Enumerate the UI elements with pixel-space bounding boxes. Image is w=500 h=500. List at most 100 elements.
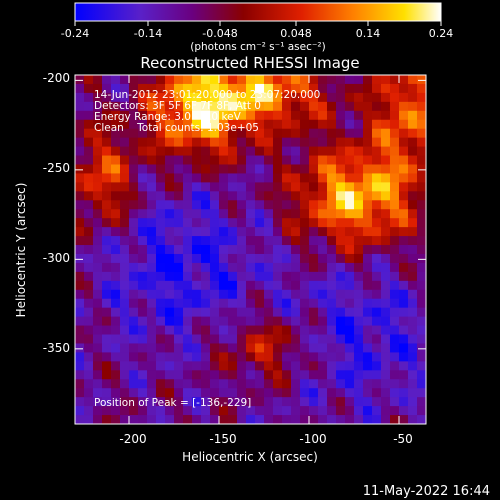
heatmap-cell bbox=[273, 101, 283, 112]
heatmap-cell bbox=[354, 119, 364, 130]
heatmap-cell bbox=[129, 227, 139, 237]
heatmap-cell bbox=[372, 191, 382, 201]
heatmap-cell bbox=[318, 173, 328, 183]
heatmap-cell bbox=[390, 137, 400, 148]
heatmap-cell bbox=[300, 352, 310, 362]
heatmap-cell bbox=[318, 280, 328, 291]
heatmap-cell bbox=[102, 218, 112, 228]
heatmap-cell bbox=[255, 298, 265, 309]
heatmap-cell bbox=[228, 262, 238, 273]
heatmap-cell bbox=[84, 137, 94, 148]
heatmap-cell bbox=[318, 137, 328, 148]
heatmap-cell bbox=[201, 173, 211, 183]
heatmap-cell bbox=[219, 119, 229, 130]
heatmap-cell bbox=[417, 173, 426, 183]
heatmap-cell bbox=[327, 298, 337, 309]
heatmap-cell bbox=[192, 316, 202, 327]
heatmap-cell bbox=[363, 191, 373, 201]
heatmap-cell bbox=[183, 343, 193, 354]
heatmap-cell bbox=[228, 325, 238, 336]
heatmap-cell bbox=[381, 128, 391, 139]
heatmap-cell bbox=[417, 370, 426, 380]
heatmap-cell bbox=[93, 253, 103, 264]
heatmap-cell bbox=[300, 110, 310, 121]
heatmap-cell bbox=[282, 191, 292, 201]
heatmap-cell bbox=[102, 262, 112, 273]
heatmap-cell bbox=[381, 388, 391, 398]
heatmap-cell bbox=[336, 182, 346, 192]
heatmap-cell bbox=[327, 182, 337, 192]
heatmap-cell bbox=[273, 209, 283, 219]
heatmap-cell bbox=[273, 271, 283, 282]
heatmap-cell bbox=[336, 101, 346, 112]
heatmap-cell bbox=[300, 209, 310, 219]
heatmap-cell bbox=[201, 209, 211, 219]
heatmap-cell bbox=[102, 415, 112, 424]
heatmap-cell bbox=[183, 271, 193, 282]
heatmap-cell bbox=[183, 245, 193, 255]
heatmap-cell bbox=[93, 262, 103, 273]
heatmap-cell bbox=[210, 101, 220, 112]
heatmap-cell bbox=[156, 146, 166, 157]
heatmap-cell bbox=[255, 155, 265, 166]
heatmap-cell bbox=[165, 236, 175, 246]
heatmap-cell bbox=[111, 352, 121, 362]
heatmap-cell bbox=[399, 119, 409, 130]
heatmap-cell bbox=[300, 164, 310, 175]
heatmap-cell bbox=[111, 146, 121, 157]
heatmap-cell bbox=[336, 334, 346, 345]
heatmap-cell bbox=[228, 83, 238, 94]
heatmap-cell bbox=[381, 280, 391, 291]
heatmap-cell bbox=[309, 164, 319, 175]
heatmap-cell bbox=[237, 83, 247, 94]
heatmap-cell bbox=[246, 379, 256, 389]
heatmap-cell bbox=[246, 298, 256, 309]
heatmap-cell bbox=[381, 173, 391, 183]
heatmap-cell bbox=[102, 101, 112, 112]
heatmap-cell bbox=[318, 200, 328, 210]
heatmap-cell bbox=[138, 110, 148, 121]
heatmap-cell bbox=[84, 128, 94, 139]
heatmap-cell bbox=[129, 101, 139, 112]
heatmap-cell bbox=[336, 146, 346, 157]
heatmap-cell bbox=[327, 191, 337, 201]
heatmap-cell bbox=[264, 173, 274, 183]
heatmap-cell bbox=[192, 128, 202, 139]
heatmap-cell bbox=[228, 352, 238, 362]
heatmap-cell bbox=[408, 191, 418, 201]
heatmap-cell bbox=[282, 75, 292, 85]
heatmap-cell bbox=[336, 128, 346, 139]
heatmap-cell bbox=[408, 75, 418, 85]
heatmap-cell bbox=[138, 173, 148, 183]
heatmap-cell bbox=[237, 325, 247, 336]
heatmap-cell bbox=[120, 271, 130, 282]
heatmap-cell bbox=[138, 75, 148, 85]
heatmap-cell bbox=[282, 361, 292, 371]
heatmap-cell bbox=[327, 236, 337, 246]
heatmap-cell bbox=[291, 164, 301, 175]
heatmap-cell bbox=[399, 218, 409, 228]
heatmap-cell bbox=[381, 191, 391, 201]
heatmap-cell bbox=[75, 325, 85, 336]
heatmap-cell bbox=[174, 379, 184, 389]
heatmap-cell bbox=[417, 101, 426, 112]
heatmap-cell bbox=[129, 128, 139, 139]
heatmap-cell bbox=[309, 325, 319, 336]
heatmap-cell bbox=[417, 245, 426, 255]
heatmap-cell bbox=[219, 182, 229, 192]
heatmap-cell bbox=[129, 289, 139, 300]
heatmap-cell bbox=[390, 379, 400, 389]
heatmap-cell bbox=[345, 388, 355, 398]
heatmap-cell bbox=[84, 415, 94, 424]
heatmap-cell bbox=[336, 325, 346, 336]
heatmap-cell bbox=[300, 415, 310, 424]
heatmap-cell bbox=[192, 101, 202, 112]
heatmap-cell bbox=[327, 164, 337, 175]
heatmap-cell bbox=[165, 218, 175, 228]
heatmap-cell bbox=[84, 101, 94, 112]
heatmap-cell bbox=[390, 352, 400, 362]
heatmap-cell bbox=[210, 253, 220, 264]
heatmap-cell bbox=[399, 146, 409, 157]
heatmap-cell bbox=[228, 191, 238, 201]
heatmap-cell bbox=[111, 307, 121, 318]
